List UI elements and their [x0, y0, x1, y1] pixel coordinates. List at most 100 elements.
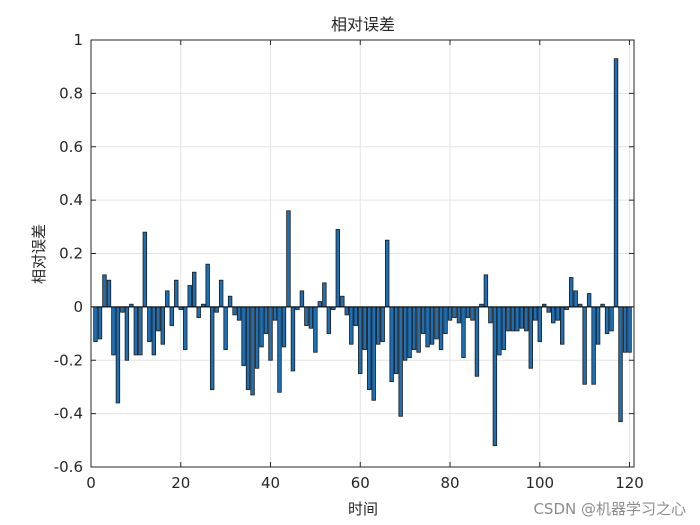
bar [340, 295, 345, 308]
grid-layer [90, 39, 634, 468]
bar [524, 306, 529, 332]
bar [281, 306, 287, 348]
bar [515, 306, 520, 332]
bar [156, 306, 161, 332]
bar [573, 290, 578, 308]
bar [232, 306, 237, 316]
bars-layer [93, 58, 632, 447]
x-tick-label: 20 [171, 474, 190, 492]
bar [277, 306, 282, 393]
bar [120, 306, 125, 313]
bar [497, 306, 502, 356]
bar [349, 306, 354, 345]
bar [165, 290, 170, 308]
bar [622, 306, 628, 353]
bar [205, 263, 210, 308]
bar [438, 306, 444, 350]
bar [317, 301, 323, 308]
bar [551, 306, 556, 324]
bar [335, 229, 341, 308]
bar [591, 306, 596, 385]
bar [102, 274, 107, 308]
bar [133, 306, 139, 356]
y-tick-label: 1 [73, 31, 83, 49]
bar [263, 306, 269, 334]
bar [236, 306, 242, 321]
bar [434, 306, 439, 340]
bar [609, 306, 614, 332]
bar [420, 306, 426, 334]
bar [555, 306, 560, 321]
bar [604, 306, 610, 334]
bar [138, 306, 143, 356]
bar [533, 306, 538, 321]
bar [304, 306, 309, 326]
y-tick-label: -0.4 [54, 405, 83, 423]
bar [416, 306, 421, 353]
bar [344, 306, 349, 316]
bar [362, 306, 367, 350]
bar [313, 306, 318, 353]
bar [407, 306, 412, 358]
bar [483, 274, 489, 308]
bar [299, 290, 305, 308]
x-tick-label: 0 [86, 474, 96, 492]
x-tick-label: 40 [261, 474, 280, 492]
x-tick-label: 60 [351, 474, 370, 492]
y-axis-title: 相对误差 [30, 224, 48, 284]
y-tick-label: 0.4 [59, 191, 83, 209]
bar [192, 271, 197, 308]
bar [461, 306, 466, 358]
bar [353, 306, 358, 326]
bar [326, 306, 332, 334]
bar [218, 279, 224, 308]
bar [501, 306, 507, 350]
y-tick-label: 0.2 [59, 245, 83, 263]
y-tick-label: -0.2 [54, 351, 83, 369]
bar [506, 306, 511, 332]
bar [97, 306, 103, 340]
bar [214, 306, 219, 313]
bar [586, 293, 592, 308]
bar [196, 306, 201, 318]
bar [492, 306, 498, 447]
bar [272, 306, 278, 321]
y-tick-label: 0 [73, 298, 83, 316]
bar [93, 306, 98, 342]
x-tick-label: 80 [440, 474, 459, 492]
bar [147, 306, 152, 342]
ticks-layer: 0 20 40 60 80 100 120 -0.6 -0.4 -0.2 0 0.2 0.4 0.6 0.8… [54, 31, 644, 492]
bar [174, 279, 179, 308]
bar [456, 306, 462, 324]
bar [582, 306, 587, 385]
bar [519, 306, 525, 329]
bar [308, 306, 314, 329]
bar [465, 306, 471, 318]
x-axis-title: 时间 [348, 500, 378, 518]
watermark: CSDN @机器学习之心 [533, 500, 686, 518]
y-tick-label: 0.6 [59, 138, 83, 156]
bar [115, 306, 121, 404]
bar [376, 306, 381, 345]
bar [470, 306, 475, 321]
bar [187, 285, 192, 308]
bar [389, 306, 394, 383]
bar [160, 306, 165, 345]
bar [106, 279, 112, 308]
y-tick-label: -0.6 [54, 458, 83, 476]
chart-title: 相对误差 [331, 15, 395, 34]
bar [142, 231, 148, 308]
bar [398, 306, 403, 417]
bar [259, 306, 264, 348]
bar [250, 306, 255, 396]
bar [384, 239, 390, 308]
bar [560, 306, 565, 345]
bar [488, 306, 493, 324]
bar [290, 306, 296, 372]
bar [402, 306, 408, 361]
bar [380, 306, 385, 342]
bar [111, 306, 116, 356]
bar [452, 306, 457, 318]
bar [268, 306, 273, 361]
bar [411, 306, 417, 350]
